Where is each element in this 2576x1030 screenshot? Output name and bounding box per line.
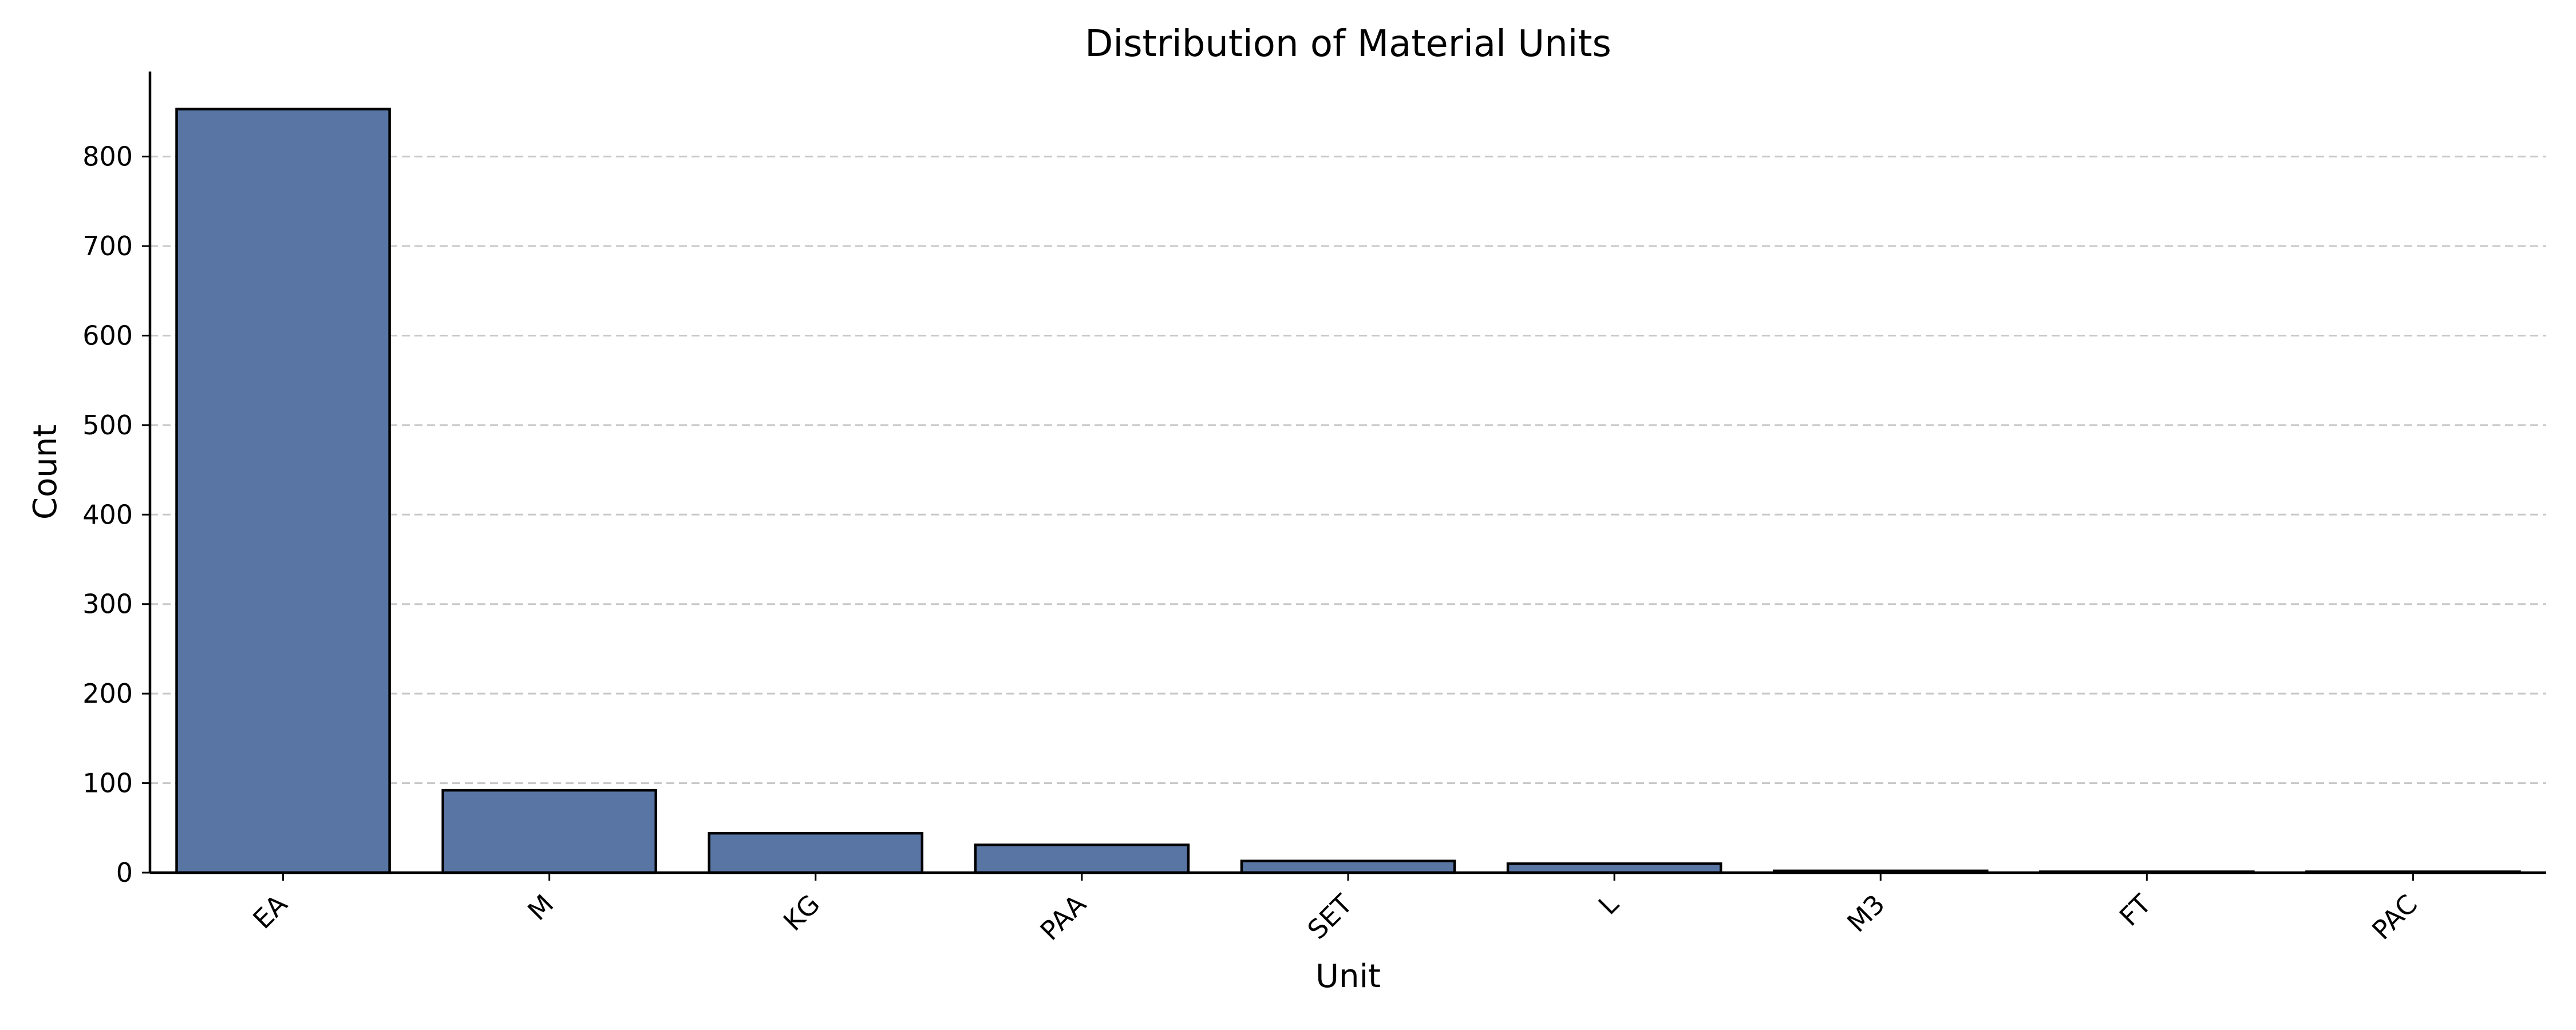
bar-l bbox=[1506, 862, 1722, 874]
y-tick-label: 500 bbox=[82, 410, 133, 441]
bar-paa bbox=[974, 843, 1190, 874]
y-tick-label: 400 bbox=[82, 499, 133, 530]
x-tick-label: PAC bbox=[2366, 889, 2423, 946]
y-tick-label: 300 bbox=[82, 589, 133, 620]
y-ticks: 0 100 200 300 400 500 600 700 800 bbox=[82, 141, 150, 888]
gridlines bbox=[150, 156, 2546, 785]
y-tick-label: 700 bbox=[82, 231, 133, 262]
y-tick-label: 200 bbox=[82, 678, 133, 709]
bar-ea bbox=[175, 108, 391, 874]
bar-set bbox=[1240, 859, 1456, 874]
x-tick-label: SET bbox=[1302, 888, 1359, 945]
y-tick-label: 0 bbox=[116, 857, 133, 888]
x-tick-label: EA bbox=[247, 888, 293, 934]
x-tick-label: M bbox=[521, 889, 559, 926]
x-tick-label: PAA bbox=[1034, 888, 1093, 946]
x-axis-label: Unit bbox=[1315, 958, 1381, 995]
chart-title: Distribution of Material Units bbox=[1085, 23, 1611, 65]
bar-m bbox=[441, 789, 657, 874]
bars bbox=[175, 108, 2521, 874]
x-tick-label: FT bbox=[2113, 888, 2158, 932]
y-tick-label: 600 bbox=[82, 320, 133, 351]
y-axis-label: Count bbox=[27, 425, 64, 520]
bar-kg bbox=[708, 831, 924, 874]
x-tick-label: L bbox=[1593, 888, 1625, 921]
y-tick-label: 800 bbox=[82, 141, 133, 172]
y-tick-label: 100 bbox=[82, 768, 133, 799]
x-tick-label: M3 bbox=[1841, 889, 1891, 938]
x-tick-label: KG bbox=[777, 889, 826, 937]
x-ticks: EA M KG PAA SET L M3 FT PAC bbox=[247, 873, 2423, 946]
